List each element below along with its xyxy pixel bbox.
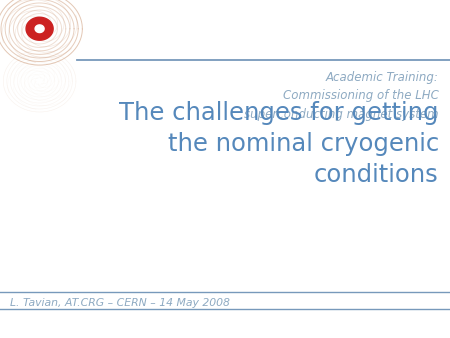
Text: L. Tavian, AT.CRG – CERN – 14 May 2008: L. Tavian, AT.CRG – CERN – 14 May 2008 — [10, 297, 230, 308]
Polygon shape — [35, 25, 44, 32]
Text: The challenges for getting
the nominal cryogenic
conditions: The challenges for getting the nominal c… — [119, 101, 439, 187]
Polygon shape — [26, 17, 53, 40]
Text: Academic Training:
Commissioning of the LHC
superconducting magnet system: Academic Training: Commissioning of the … — [244, 71, 439, 121]
